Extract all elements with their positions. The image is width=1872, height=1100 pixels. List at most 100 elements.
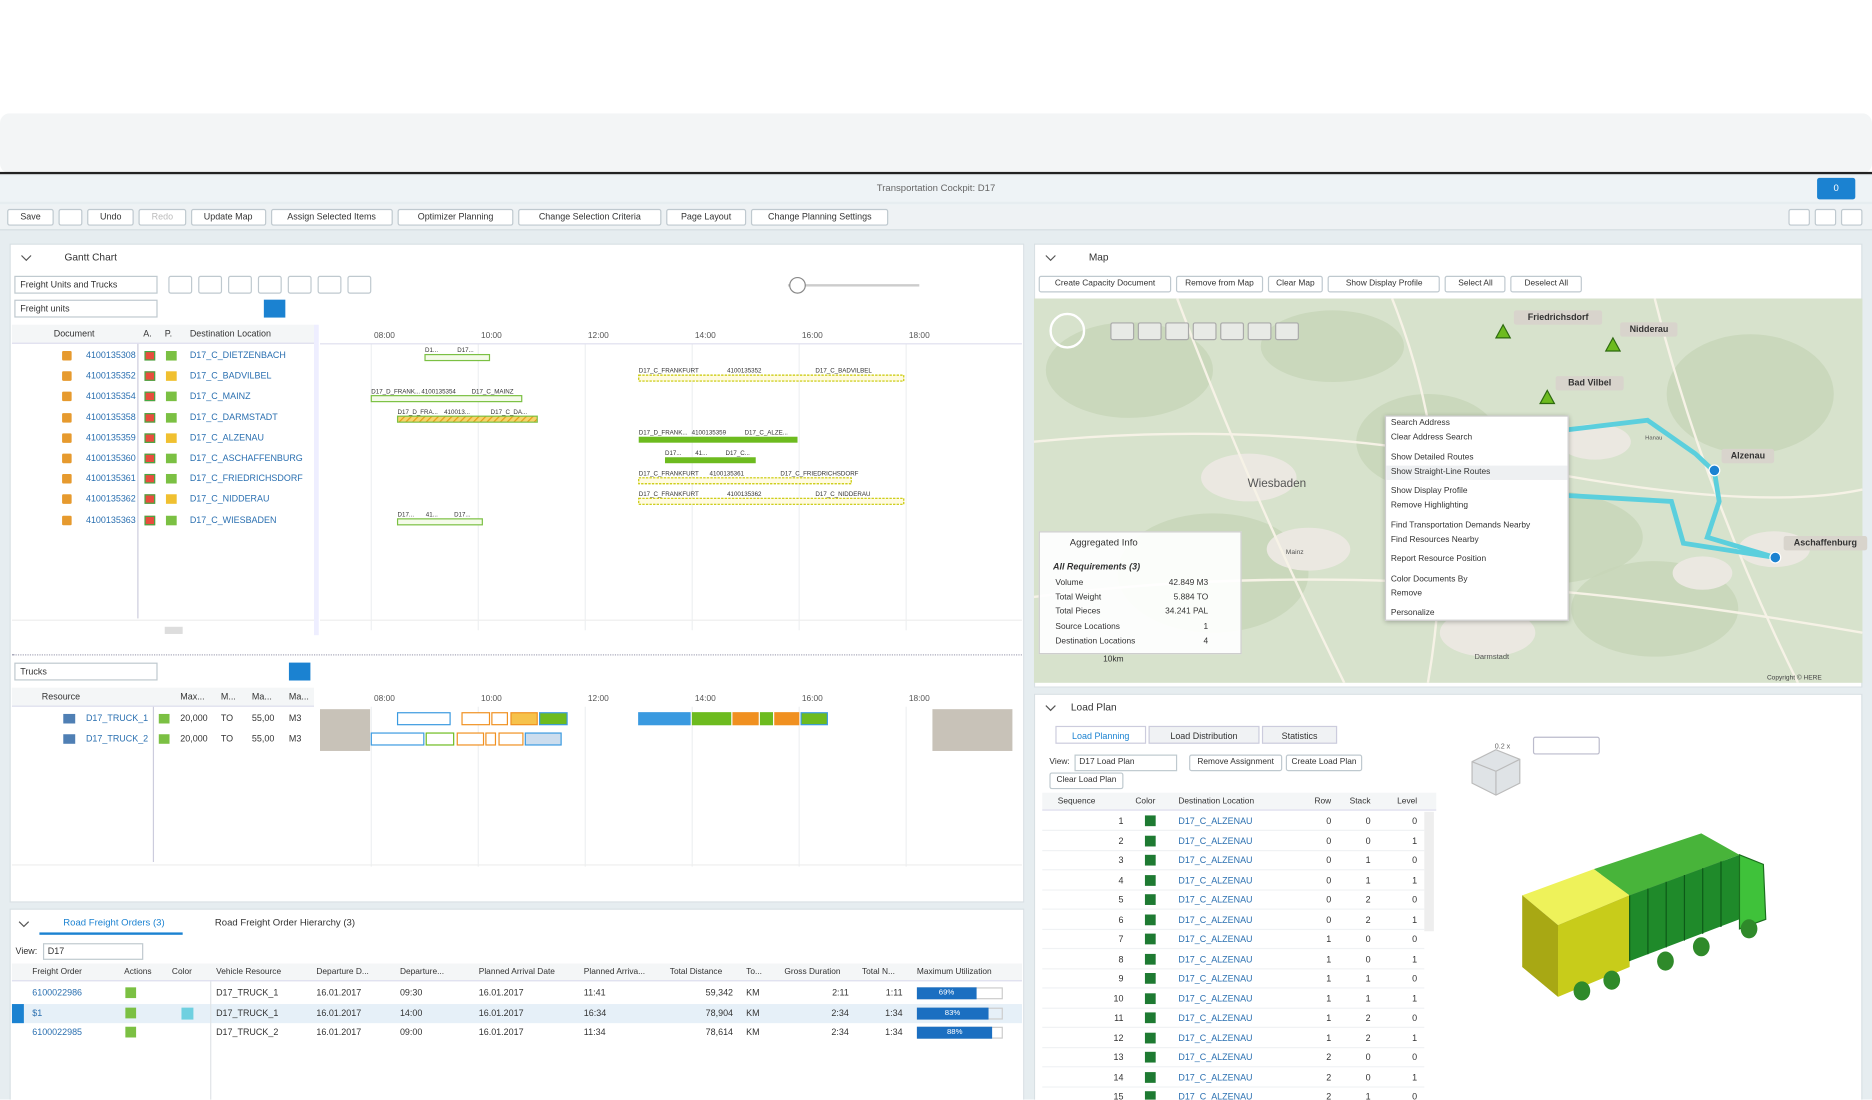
menu-item[interactable]: Clear Address Search bbox=[1390, 433, 1473, 442]
refresh-button[interactable] bbox=[58, 208, 83, 226]
destination-link[interactable]: D17_C_DARMSTADT bbox=[189, 411, 278, 423]
toolbar-button[interactable]: Save bbox=[7, 208, 54, 226]
destination-link[interactable]: D17_C_ALZENAU bbox=[1178, 1071, 1253, 1083]
load-plan-button[interactable]: Create Load Plan bbox=[1285, 754, 1363, 772]
destination-link[interactable]: D17_C_MAINZ bbox=[189, 390, 251, 402]
menu-item[interactable]: Show Display Profile bbox=[1390, 487, 1468, 496]
toolbar-button[interactable]: Change Planning Settings bbox=[751, 208, 889, 226]
truck-link[interactable]: D17_TRUCK_2 bbox=[85, 733, 149, 744]
menu-item[interactable]: Report Resource Position bbox=[1390, 555, 1487, 564]
toolbar-button[interactable]: Page Layout bbox=[665, 208, 747, 226]
destination-link[interactable]: D17_C_ALZENAU bbox=[189, 431, 264, 443]
document-link[interactable]: 4100135362 bbox=[85, 493, 136, 505]
gantt-tool-button[interactable] bbox=[168, 275, 193, 294]
load-plan-tab[interactable]: Load Planning bbox=[1055, 725, 1146, 744]
document-link[interactable]: 4100135354 bbox=[85, 390, 136, 402]
split-button[interactable] bbox=[1814, 208, 1837, 226]
orders-tab[interactable]: Road Freight Orders (3) bbox=[63, 916, 165, 928]
document-link[interactable]: 4100135308 bbox=[85, 349, 136, 361]
destination-link[interactable]: D17_C_WIESBADEN bbox=[189, 514, 277, 525]
load-plan-button[interactable]: Clear Load Plan bbox=[1049, 772, 1124, 790]
gantt-tool-button[interactable] bbox=[228, 275, 252, 294]
gantt-tool-button[interactable] bbox=[347, 275, 372, 294]
pager[interactable] bbox=[1532, 736, 1600, 755]
gantt-tool-button[interactable] bbox=[317, 275, 342, 294]
map-button[interactable]: Deselect All bbox=[1510, 275, 1582, 293]
destination-link[interactable]: D17_C_ALZENAU bbox=[1178, 913, 1253, 925]
menu-item[interactable]: Search Address bbox=[1390, 419, 1450, 428]
menu-item[interactable]: Personalize bbox=[1390, 608, 1435, 618]
document-link[interactable]: 4100135359 bbox=[85, 431, 136, 443]
document-link[interactable]: 4100135363 bbox=[85, 514, 136, 525]
menu-item[interactable]: Show Straight-Line Routes bbox=[1390, 468, 1491, 477]
notification-button[interactable]: 0 bbox=[1817, 177, 1856, 200]
destination-link[interactable]: D17_C_ALZENAU bbox=[1178, 953, 1253, 965]
destination-link[interactable]: D17_C_ALZENAU bbox=[1178, 992, 1253, 1004]
map-control[interactable] bbox=[1165, 322, 1190, 341]
menu-item[interactable]: Remove bbox=[1390, 589, 1423, 599]
layout-toggle[interactable] bbox=[263, 299, 286, 318]
submenu-arrow[interactable] bbox=[1550, 606, 1560, 620]
destination-link[interactable]: D17_C_ALZENAU bbox=[1178, 894, 1253, 905]
load-plan-select[interactable]: D17 Load Plan bbox=[1074, 754, 1178, 772]
map-button[interactable]: Clear Map bbox=[1267, 275, 1324, 293]
destination-link[interactable]: D17_C_ALZENAU bbox=[1178, 1051, 1253, 1063]
destination-link[interactable]: D17_C_ALZENAU bbox=[1178, 815, 1253, 827]
gantt-filter-select[interactable]: Freight units bbox=[14, 299, 158, 318]
map-button[interactable]: Show Display Profile bbox=[1328, 275, 1441, 293]
scroll-left[interactable] bbox=[149, 623, 161, 637]
help-button[interactable] bbox=[1840, 208, 1863, 226]
order-link[interactable]: 6100022986 bbox=[32, 987, 83, 999]
toolbar-button[interactable]: Change Selection Criteria bbox=[518, 208, 662, 226]
map-control[interactable] bbox=[1275, 322, 1299, 341]
order-link[interactable]: 6100022985 bbox=[32, 1026, 83, 1038]
map-button[interactable]: Select All bbox=[1445, 275, 1506, 293]
destination-link[interactable]: D17_C_FRIEDRICHSDORF bbox=[189, 473, 303, 484]
destination-link[interactable]: D17_C_ALZENAU bbox=[1178, 835, 1253, 846]
destination-link[interactable]: D17_C_ALZENAU bbox=[1178, 973, 1253, 984]
trucks-select[interactable]: Trucks bbox=[14, 662, 158, 681]
truck-link[interactable]: D17_TRUCK_1 bbox=[85, 712, 149, 724]
toolbar-button[interactable]: Assign Selected Items bbox=[270, 208, 393, 226]
map-control[interactable] bbox=[1220, 322, 1245, 341]
destination-link[interactable]: D17_C_ALZENAU bbox=[1178, 854, 1253, 866]
menu-item[interactable]: Color Documents By bbox=[1390, 575, 1468, 584]
menu-item[interactable]: Show Detailed Routes bbox=[1390, 453, 1474, 463]
submenu-arrow[interactable] bbox=[1550, 587, 1560, 601]
destination-link[interactable]: D17_C_ASCHAFFENBURG bbox=[189, 452, 303, 464]
toolbar-button[interactable]: Optimizer Planning bbox=[397, 208, 514, 226]
destination-link[interactable]: D17_C_ALZENAU bbox=[1178, 933, 1253, 945]
destination-link[interactable]: D17_C_NIDDERAU bbox=[189, 493, 270, 505]
toolbar-button[interactable]: Redo bbox=[138, 208, 186, 226]
document-link[interactable]: 4100135360 bbox=[85, 452, 136, 464]
trucks-toggle[interactable] bbox=[288, 662, 311, 681]
document-link[interactable]: 4100135352 bbox=[85, 370, 136, 382]
destination-link[interactable]: D17_C_ALZENAU bbox=[1178, 1012, 1253, 1024]
order-link[interactable]: $1 bbox=[32, 1007, 43, 1018]
orders-view-select[interactable]: D17 bbox=[42, 943, 144, 960]
gantt-view-select[interactable]: Freight Units and Trucks bbox=[14, 275, 158, 294]
destination-link[interactable]: D17_C_ALZENAU bbox=[1178, 1032, 1253, 1043]
map-control[interactable] bbox=[1110, 322, 1135, 341]
map-control[interactable] bbox=[1192, 322, 1217, 341]
map-button[interactable]: Create Capacity Document bbox=[1038, 275, 1172, 293]
submenu-arrow[interactable] bbox=[1550, 573, 1560, 587]
menu-item[interactable]: Find Resources Nearby bbox=[1390, 536, 1479, 545]
gantt-tool-button[interactable] bbox=[257, 275, 282, 294]
orders-tab[interactable]: Road Freight Order Hierarchy (3) bbox=[214, 916, 356, 928]
destination-link[interactable]: D17_C_DIETZENBACH bbox=[189, 349, 286, 361]
menu-item[interactable]: Remove Highlighting bbox=[1390, 501, 1468, 510]
map-control[interactable] bbox=[1137, 322, 1162, 341]
gantt-tool-button[interactable] bbox=[287, 275, 312, 294]
load-plan-tab[interactable]: Load Distribution bbox=[1148, 725, 1260, 744]
wrench-button[interactable] bbox=[1788, 208, 1810, 226]
map-button[interactable]: Remove from Map bbox=[1176, 275, 1263, 293]
load-plan-tab[interactable]: Statistics bbox=[1261, 725, 1338, 744]
destination-link[interactable]: D17_C_ALZENAU bbox=[1178, 1091, 1253, 1100]
toolbar-button[interactable]: Undo bbox=[87, 208, 135, 226]
destination-link[interactable]: D17_C_ALZENAU bbox=[1178, 874, 1253, 886]
document-link[interactable]: 4100135358 bbox=[85, 411, 136, 423]
load-plan-button[interactable]: Remove Assignment bbox=[1189, 754, 1283, 772]
map-control[interactable] bbox=[1247, 322, 1272, 341]
toolbar-button[interactable]: Update Map bbox=[190, 208, 266, 226]
